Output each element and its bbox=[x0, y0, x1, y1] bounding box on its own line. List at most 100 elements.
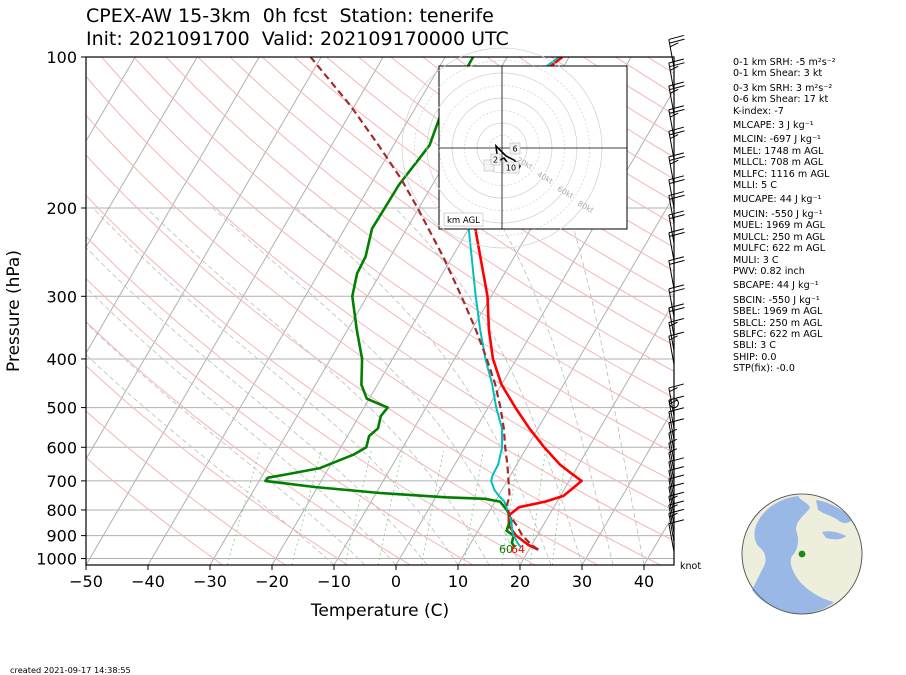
wind-barb-flag bbox=[669, 159, 679, 165]
chart-title: CPEX-AW 15-3km 0h fcst Station: tenerife bbox=[86, 5, 494, 27]
mixing-ratio-line bbox=[421, 450, 444, 565]
wind-barb-flag bbox=[669, 38, 685, 44]
mixing-ratio-line bbox=[529, 450, 546, 565]
hodograph-height-label: 2 bbox=[493, 156, 498, 165]
dry-adiabat bbox=[86, 277, 474, 565]
stability-indices: 0-1 km SRH: -5 m²s⁻² 0-1 km Shear: 3 kt 0-… bbox=[733, 57, 836, 375]
wind-barb bbox=[668, 179, 675, 209]
wind-barb-flag bbox=[669, 42, 679, 48]
isotherm-line bbox=[86, 57, 198, 249]
wind-barb-flag bbox=[668, 256, 684, 262]
wind-barb-flag bbox=[668, 466, 684, 472]
y-axis-label: Pressure (hPa) bbox=[4, 250, 24, 372]
mixing-ratio-line bbox=[551, 450, 567, 565]
index-line: SBLCL: 250 m AGL bbox=[733, 317, 823, 329]
wind-barb-flag bbox=[669, 288, 685, 294]
calm-wind-circle bbox=[669, 398, 679, 409]
index-line: MULCL: 250 m AGL bbox=[733, 231, 825, 243]
wind-barb-flag bbox=[669, 156, 685, 162]
wind-barb-flag bbox=[669, 259, 685, 265]
dry-adiabat bbox=[86, 154, 661, 565]
y-tick-label: 700 bbox=[46, 472, 77, 491]
hodograph-caption: km AGL bbox=[447, 216, 480, 226]
index-line: SBLI: 3 C bbox=[733, 340, 776, 352]
wind-barb bbox=[668, 39, 675, 68]
dry-adiabat bbox=[101, 57, 674, 482]
wind-barb-flag bbox=[668, 457, 684, 463]
index-line: 0-1 km SRH: -5 m²s⁻² bbox=[733, 57, 836, 68]
wind-barb bbox=[668, 322, 675, 351]
index-line: MUCIN: -550 J kg⁻¹ bbox=[733, 208, 823, 220]
wind-barb-flag bbox=[669, 85, 685, 91]
ocean-shape-2 bbox=[816, 500, 852, 523]
y-tick-label: 1000 bbox=[36, 550, 77, 569]
x-tick-label: 10 bbox=[448, 572, 468, 591]
wind-barb bbox=[668, 443, 675, 472]
wind-barb bbox=[668, 487, 675, 516]
wind-barb-flag bbox=[668, 303, 684, 309]
moist-adiabat bbox=[394, 207, 583, 565]
moist-adiabat bbox=[92, 207, 459, 565]
wind-barb-flag bbox=[668, 228, 684, 234]
dry-adiabat bbox=[86, 114, 674, 542]
dry-adiabat bbox=[86, 235, 536, 565]
index-line: STP(fix): -0.0 bbox=[733, 363, 795, 375]
index-line: MUEL: 1969 m AGL bbox=[733, 220, 826, 232]
dry-adiabat bbox=[326, 57, 674, 296]
index-line: MUCAPE: 44 J kg⁻¹ bbox=[733, 194, 822, 206]
wind-barb-flag bbox=[669, 307, 685, 312]
dry-adiabat bbox=[229, 57, 674, 372]
sea-shape bbox=[822, 531, 846, 540]
wind-barb bbox=[668, 411, 675, 440]
wind-barb-flag bbox=[668, 474, 684, 480]
index-line: SBCAPE: 44 J kg⁻¹ bbox=[733, 280, 819, 292]
dry-adiabat bbox=[293, 57, 674, 321]
wind-barbs bbox=[668, 34, 685, 553]
dry-adiabat bbox=[165, 57, 674, 426]
mixing-ratio-line bbox=[463, 450, 484, 565]
wind-barb-flag bbox=[668, 58, 684, 64]
index-line: MLCIN: -697 J kg⁻¹ bbox=[733, 134, 821, 146]
index-line: PWV: 0.82 inch bbox=[733, 265, 805, 277]
wind-barb bbox=[668, 470, 675, 499]
moist-adiabat bbox=[86, 246, 428, 565]
x-tick-label: −30 bbox=[193, 572, 227, 591]
isotherm-line bbox=[86, 57, 384, 565]
dry-adiabat bbox=[86, 365, 349, 565]
wind-barb bbox=[668, 307, 675, 337]
hodograph-label-box bbox=[490, 153, 501, 166]
wind-barb bbox=[668, 131, 675, 160]
mixing-ratio-line bbox=[226, 450, 261, 565]
wind-barb-flag bbox=[668, 500, 684, 506]
wind-barb bbox=[668, 433, 675, 462]
y-tick-label: 200 bbox=[46, 199, 77, 218]
surface-temp-label: 64 bbox=[511, 543, 525, 556]
index-line: SBCIN: -550 J kg⁻¹ bbox=[733, 294, 820, 306]
wind-barb-flag bbox=[669, 231, 685, 237]
wind-barb bbox=[668, 387, 675, 417]
index-line: MLEL: 1748 m AGL bbox=[733, 145, 824, 157]
wind-barb bbox=[668, 109, 675, 139]
wind-barb bbox=[668, 62, 675, 92]
dry-adiabat bbox=[261, 57, 674, 346]
wind-barb-flag bbox=[669, 178, 685, 184]
index-line: SHIP: 0.0 bbox=[733, 351, 777, 363]
wind-barb-flag bbox=[668, 126, 684, 132]
dry-adiabat bbox=[86, 75, 674, 512]
wind-barb-flag bbox=[669, 62, 685, 68]
wind-barb bbox=[668, 260, 675, 290]
dry-adiabat bbox=[86, 410, 286, 565]
wind-barb-flag bbox=[669, 88, 679, 94]
wind-barb-flag bbox=[669, 130, 685, 136]
wind-barb-flag bbox=[669, 108, 685, 114]
x-tick-label: −40 bbox=[131, 572, 165, 591]
hodograph-label-box bbox=[509, 142, 521, 155]
wind-barb-flag bbox=[669, 214, 685, 220]
plot-frame bbox=[85, 56, 675, 566]
y-tick-label: 800 bbox=[46, 501, 77, 520]
index-line: MLLCL: 708 m AGL bbox=[733, 157, 824, 169]
wind-barb bbox=[668, 336, 675, 365]
wind-barb-flag bbox=[668, 105, 684, 111]
wind-barb bbox=[668, 156, 675, 186]
wind-barb-flag bbox=[668, 284, 684, 290]
